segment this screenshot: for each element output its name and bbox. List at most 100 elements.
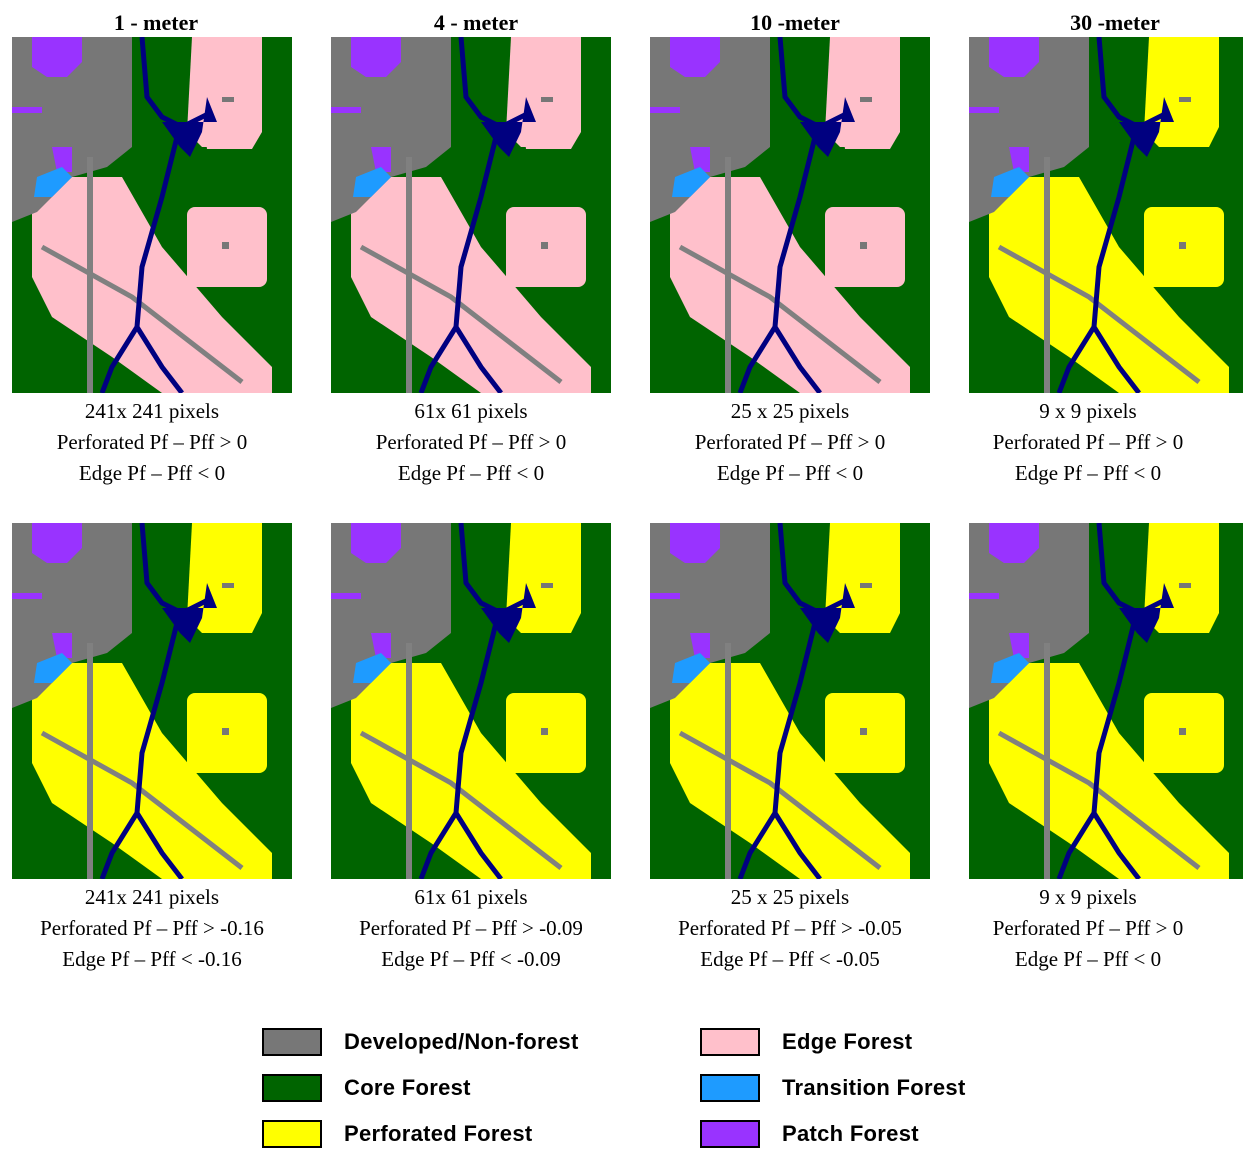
- caption-edge: Edge Pf – Pff < 0: [397, 461, 545, 485]
- caption-edge: Edge Pf – Pff < -0.09: [381, 947, 561, 971]
- building-marker-2: [222, 242, 229, 249]
- legend-item-core: Core Forest: [262, 1070, 471, 1106]
- legend-item-edge: Edge Forest: [700, 1024, 912, 1060]
- caption-row1-4m: 61x 61 pixels Perforated Pf – Pff > 0 Ed…: [316, 396, 626, 489]
- road-diagonal: [40, 244, 244, 384]
- building-marker-2: [1179, 728, 1186, 735]
- legend-label: Patch Forest: [782, 1121, 919, 1146]
- building-marker-2: [541, 242, 548, 249]
- forest-strip-lower: [1059, 212, 1214, 393]
- patch-forest-top: [32, 523, 82, 563]
- forest-strip-lower: [102, 212, 257, 393]
- stream-branch: [772, 811, 822, 879]
- transition-forest: [353, 653, 391, 683]
- caption-perforated: Perforated Pf – Pff > 0: [694, 430, 886, 454]
- stream-branch: [134, 325, 184, 393]
- building-marker-1: [1179, 583, 1191, 588]
- road-diagonal: [359, 244, 563, 384]
- legend-label: Edge Forest: [782, 1029, 913, 1054]
- water-pond: [481, 97, 536, 157]
- road-diagonal: [359, 730, 563, 870]
- caption-perforated: Perforated Pf – Pff > 0: [56, 430, 248, 454]
- building-marker-2: [222, 728, 229, 735]
- caption-perforated: Perforated Pf – Pff > 0: [992, 430, 1184, 454]
- building-marker-1: [541, 97, 553, 102]
- legend-item-patch: Patch Forest: [700, 1116, 919, 1152]
- building-marker-2: [860, 728, 867, 735]
- legend-swatch: [262, 1120, 322, 1148]
- patch-forest-top: [351, 523, 401, 563]
- patch-forest-lower: [371, 633, 391, 658]
- building-marker-1: [222, 583, 234, 588]
- stream-main: [418, 136, 499, 393]
- patch-forest-lower: [52, 147, 72, 172]
- caption-size: 25 x 25 pixels: [730, 885, 850, 909]
- patch-forest-top: [32, 37, 82, 77]
- transition-forest: [991, 167, 1029, 197]
- transition-forest: [991, 653, 1029, 683]
- patch-forest-top: [989, 37, 1039, 77]
- map-row2-30m: [969, 523, 1243, 879]
- legend-swatch: [262, 1028, 322, 1056]
- caption-row2-30m: 9 x 9 pixels Perforated Pf – Pff > 0 Edg…: [933, 882, 1243, 975]
- forest-strip-lower: [740, 212, 895, 393]
- column-title-30m: 30 -meter: [1070, 10, 1160, 35]
- transition-forest: [672, 167, 710, 197]
- legend-label: Transition Forest: [782, 1075, 966, 1100]
- caption-edge: Edge Pf – Pff < 0: [78, 461, 226, 485]
- patch-forest-left: [969, 593, 999, 599]
- map-row1-4m: [331, 37, 611, 393]
- patch-forest-left: [12, 593, 42, 599]
- water-pond: [162, 97, 217, 157]
- caption-row1-30m: 9 x 9 pixels Perforated Pf – Pff > 0 Edg…: [933, 396, 1243, 489]
- patch-forest-left: [969, 107, 999, 113]
- map-row1-1m: [12, 37, 292, 393]
- caption-perforated: Perforated Pf – Pff > -0.05: [678, 916, 902, 940]
- road-diagonal: [997, 730, 1201, 870]
- patch-forest-lower: [690, 633, 710, 658]
- caption-size: 9 x 9 pixels: [1039, 399, 1137, 423]
- stream-main: [99, 622, 180, 879]
- caption-perforated: Perforated Pf – Pff > 0: [375, 430, 567, 454]
- stream-main: [418, 622, 499, 879]
- road-diagonal: [678, 730, 882, 870]
- legend-swatch: [700, 1120, 760, 1148]
- legend-label: Core Forest: [344, 1075, 471, 1100]
- legend-label: Perforated Forest: [344, 1121, 533, 1146]
- transition-forest: [672, 653, 710, 683]
- caption-row2-4m: 61x 61 pixels Perforated Pf – Pff > -0.0…: [316, 882, 626, 975]
- water-pond: [1119, 97, 1174, 157]
- map-row2-10m: [650, 523, 930, 879]
- stream-main: [737, 622, 818, 879]
- patch-forest-left: [331, 107, 361, 113]
- building-marker-1: [860, 583, 872, 588]
- patch-forest-top: [351, 37, 401, 77]
- legend-item-transition: Transition Forest: [700, 1070, 966, 1106]
- caption-size: 61x 61 pixels: [414, 885, 528, 909]
- building-marker-1: [541, 583, 553, 588]
- caption-row2-1m: 241x 241 pixels Perforated Pf – Pff > -0…: [0, 882, 307, 975]
- water-pond: [800, 97, 855, 157]
- road-diagonal: [40, 730, 244, 870]
- forest-strip-lower: [1059, 698, 1214, 879]
- column-title-4m: 4 - meter: [433, 10, 519, 35]
- column-title-10m: 10 -meter: [750, 10, 840, 35]
- caption-row1-10m: 25 x 25 pixels Perforated Pf – Pff > 0 E…: [635, 396, 945, 489]
- water-pond: [1119, 583, 1174, 643]
- forest-strip-lower: [740, 698, 895, 879]
- stream-branch: [453, 811, 503, 879]
- caption-size: 241x 241 pixels: [84, 399, 220, 423]
- forest-strip-lower: [421, 212, 576, 393]
- map-row1-10m: [650, 37, 930, 393]
- caption-edge: Edge Pf – Pff < 0: [716, 461, 864, 485]
- stream-branch: [1091, 811, 1141, 879]
- stream-main: [1056, 622, 1137, 879]
- stream-main: [99, 136, 180, 393]
- water-pond: [800, 583, 855, 643]
- road-diagonal: [997, 244, 1201, 384]
- patch-forest-lower: [52, 633, 72, 658]
- stream-branch: [772, 325, 822, 393]
- map-row1-30m: [969, 37, 1243, 393]
- legend-swatch: [262, 1074, 322, 1102]
- patch-forest-left: [650, 593, 680, 599]
